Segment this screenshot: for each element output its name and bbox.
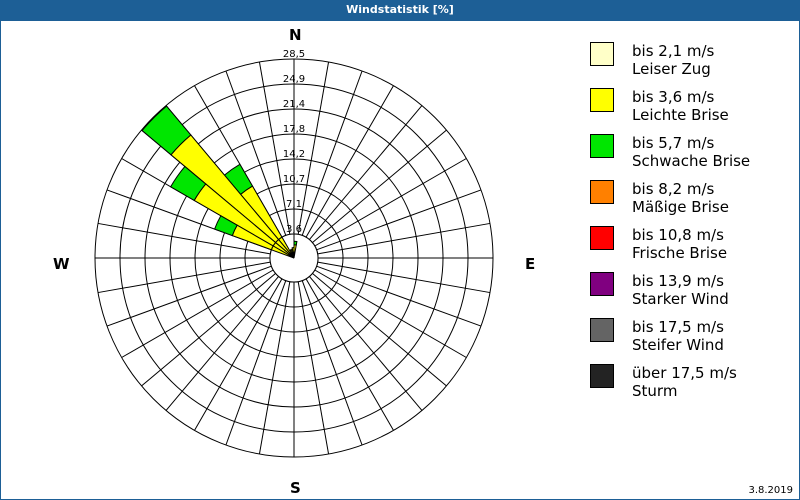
legend-range: bis 5,7 m/s <box>632 134 715 152</box>
legend-range: bis 13,9 m/s <box>632 272 724 290</box>
spoke <box>141 273 276 387</box>
spoke <box>225 70 287 236</box>
spoke <box>258 61 291 235</box>
spoke <box>121 269 274 358</box>
spoke <box>317 222 491 255</box>
radial-tick-label: 14,2 <box>283 149 305 160</box>
spoke <box>317 261 491 294</box>
spoke <box>301 280 363 446</box>
wind-sector-inner <box>270 245 295 259</box>
legend-label: Leichte Brise <box>632 106 729 124</box>
spoke <box>225 280 287 446</box>
radial-tick-label: 3,6 <box>286 224 302 235</box>
wind-sector <box>169 165 207 202</box>
legend-range: bis 8,2 m/s <box>632 180 715 198</box>
spoke <box>314 269 467 358</box>
spoke <box>301 70 363 236</box>
legend-label: Starker Wind <box>632 290 729 308</box>
wind-sector <box>223 163 254 196</box>
legend-swatch <box>590 318 614 342</box>
radial-tick-label: 21,4 <box>283 99 305 110</box>
legend-label: Mäßige Brise <box>632 198 729 216</box>
spoke <box>314 158 467 247</box>
radial-tick-label: 7,1 <box>286 199 302 210</box>
date-label: 3.8.2019 <box>748 485 793 496</box>
wind-sector <box>141 105 192 156</box>
spoke <box>194 278 283 431</box>
spoke <box>106 265 272 327</box>
spoke <box>312 129 447 243</box>
spoke <box>312 273 447 387</box>
compass-west-label: W <box>53 255 70 273</box>
radial-tick-label: 28,5 <box>283 49 305 60</box>
spoke <box>97 261 271 294</box>
compass-east-label: E <box>525 255 536 273</box>
compass-south-label: S <box>290 479 301 497</box>
radial-tick-label: 24,9 <box>283 74 305 85</box>
legend-range: bis 2,1 m/s <box>632 42 715 60</box>
spoke <box>97 222 271 255</box>
legend-swatch <box>590 364 614 388</box>
legend-swatch <box>590 134 614 158</box>
spoke <box>316 265 482 327</box>
spoke <box>305 85 394 238</box>
legend-swatch <box>590 88 614 112</box>
legend-label: Schwache Brise <box>632 152 751 170</box>
legend-range: bis 17,5 m/s <box>632 318 724 336</box>
legend-swatch <box>590 272 614 296</box>
spoke <box>297 61 330 235</box>
spoke <box>297 281 330 455</box>
legend-swatch <box>590 42 614 66</box>
legend-label: Sturm <box>632 382 678 400</box>
radial-tick-label: 10,7 <box>283 174 305 185</box>
wind-sector <box>213 215 238 237</box>
spoke <box>316 189 482 251</box>
spoke <box>309 105 423 240</box>
spoke <box>305 278 394 431</box>
legend-label: Frische Brise <box>632 244 728 262</box>
legend-swatch <box>590 180 614 204</box>
legend-range: über 17,5 m/s <box>632 364 737 382</box>
legend-range: bis 3,6 m/s <box>632 88 715 106</box>
compass-north-label: N <box>289 26 302 44</box>
radial-tick-label: 17,8 <box>283 124 305 135</box>
spoke <box>165 276 279 411</box>
legend-label: Steifer Wind <box>632 336 724 354</box>
spoke <box>309 276 423 411</box>
spoke <box>258 281 291 455</box>
window-title: Windstatistik [%] <box>0 0 800 21</box>
legend-label: Leiser Zug <box>632 60 711 78</box>
legend-swatch <box>590 226 614 250</box>
legend-range: bis 10,8 m/s <box>632 226 724 244</box>
